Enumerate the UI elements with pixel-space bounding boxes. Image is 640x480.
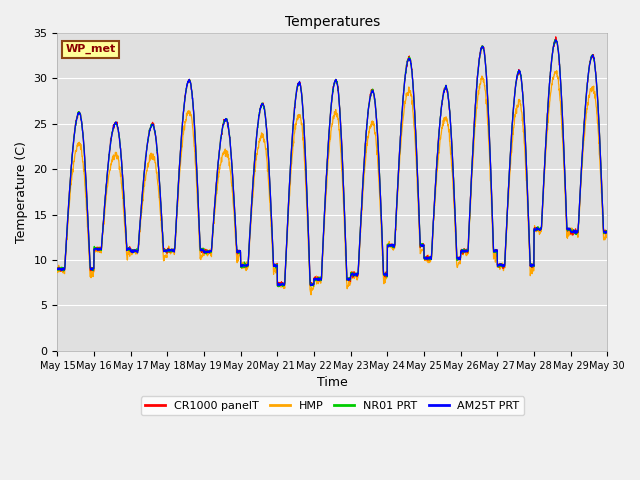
Text: WP_met: WP_met <box>66 44 116 54</box>
X-axis label: Time: Time <box>317 376 348 389</box>
Y-axis label: Temperature (C): Temperature (C) <box>15 141 28 243</box>
Legend: CR1000 panelT, HMP, NR01 PRT, AM25T PRT: CR1000 panelT, HMP, NR01 PRT, AM25T PRT <box>141 396 524 415</box>
Title: Temperatures: Temperatures <box>285 15 380 29</box>
